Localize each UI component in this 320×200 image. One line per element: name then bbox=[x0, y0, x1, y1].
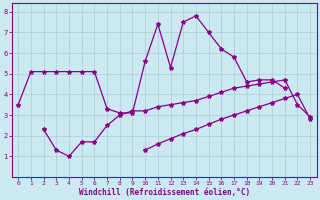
X-axis label: Windchill (Refroidissement éolien,°C): Windchill (Refroidissement éolien,°C) bbox=[79, 188, 250, 197]
